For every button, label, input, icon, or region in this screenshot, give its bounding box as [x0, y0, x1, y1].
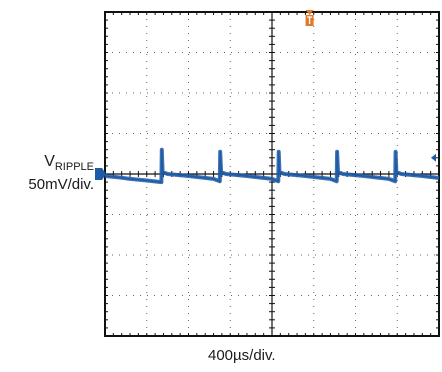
- trace-layer: [104, 147, 440, 185]
- y-scale-label: 50mV/div.: [28, 176, 94, 194]
- marker-layer: [95, 10, 436, 180]
- ground-level-marker-icon: [95, 168, 106, 180]
- y-axis-label: VRIPPLE 50mV/div.: [0, 153, 94, 194]
- trigger-glyph-icon: [307, 16, 313, 24]
- y-label-subscript: RIPPLE: [54, 161, 94, 174]
- ripple-trace: [104, 148, 440, 183]
- trigger-level-marker-icon: [431, 153, 436, 162]
- y-label-name: V: [44, 153, 55, 170]
- trigger-position-marker-icon: [305, 10, 314, 15]
- x-scale-label: 400µs/div.: [208, 347, 276, 364]
